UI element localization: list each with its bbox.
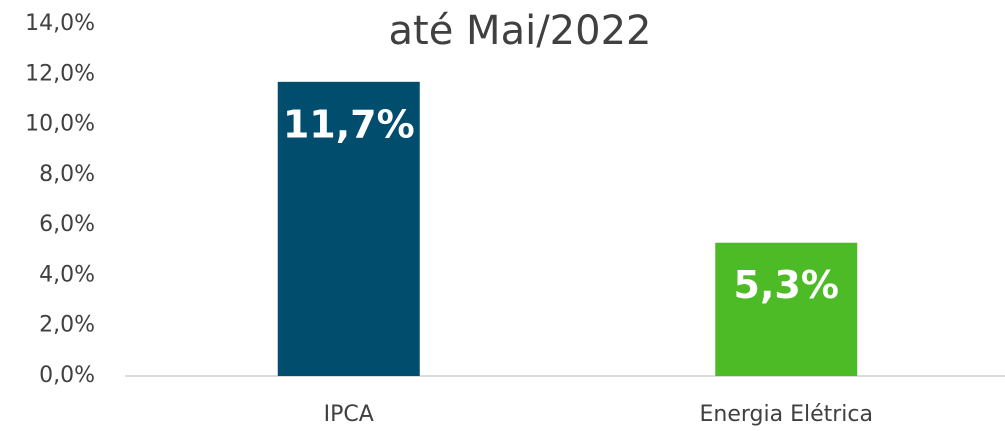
value-label: 5,3%: [734, 263, 839, 307]
x-tick-label: Energia Elétrica: [700, 402, 874, 427]
y-tick-label: 10,0%: [25, 112, 95, 137]
y-tick-label: 4,0%: [39, 262, 95, 287]
bar: [715, 242, 858, 376]
y-tick-label: 6,0%: [39, 212, 95, 237]
value-label: 11,7%: [283, 102, 415, 146]
bar: [277, 81, 420, 376]
x-tick-label: IPCA: [324, 402, 374, 427]
chart-title: até Mai/2022: [389, 8, 652, 54]
y-tick-label: 0,0%: [39, 363, 95, 388]
y-tick-label: 8,0%: [39, 162, 95, 187]
y-tick-label: 12,0%: [25, 61, 95, 86]
y-tick-label: 2,0%: [39, 313, 95, 338]
y-tick-label: 14,0%: [25, 11, 95, 36]
